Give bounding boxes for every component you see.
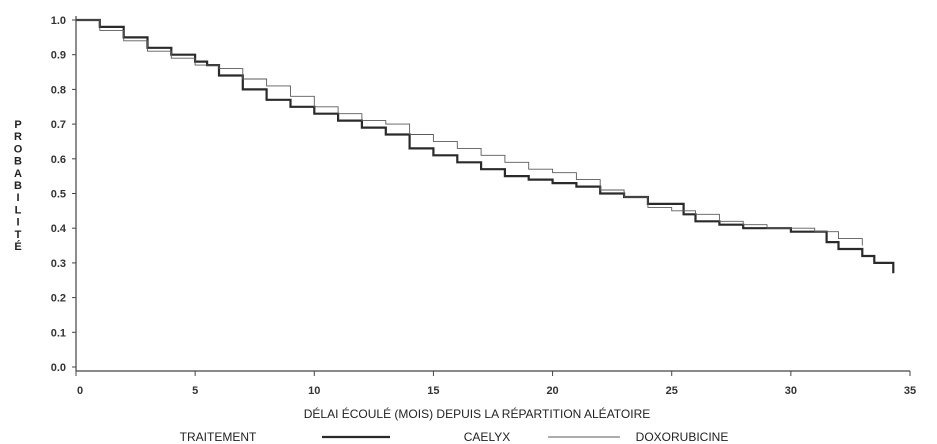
y-axis-label-letter: O — [14, 143, 23, 155]
x-axis-label: DÉLAI ÉCOULÉ (MOIS) DEPUIS LA RÉPARTITIO… — [304, 406, 651, 421]
x-tick-label: 5 — [192, 385, 198, 397]
y-axis-label-letter: L — [15, 204, 22, 216]
x-tick-label: 15 — [427, 385, 439, 397]
y-tick-label: 0.8 — [51, 84, 66, 96]
y-tick-label: 0.4 — [51, 223, 67, 235]
y-axis-label-letter: B — [14, 156, 22, 168]
y-axis-label-letter: R — [14, 131, 22, 143]
series-line-caelyx — [76, 18, 895, 274]
y-axis-label-letter: I — [16, 192, 19, 204]
series-line-doxorubicine — [76, 19, 863, 246]
legend-label-doxorubicine: DOXORUBICINE — [636, 430, 729, 444]
y-tick-label: 0.0 — [51, 362, 66, 374]
axes: 0.0 0.1 0.2 0.3 0.4 0.5 0.6 0.7 0.8 0.9 1.0 0 5 10 15 2… — [51, 15, 916, 397]
y-tick-label: 0.7 — [51, 119, 66, 131]
y-axis-label-letter: A — [14, 168, 22, 180]
y-axis-label-letter: P — [14, 119, 21, 131]
x-tick-label: 30 — [785, 385, 797, 397]
y-tick-label: 0.1 — [51, 327, 66, 339]
y-tick-label: 0.9 — [51, 50, 66, 62]
y-axis-label-letter: T — [15, 229, 22, 241]
legend-label-caelyx: CAELYX — [464, 430, 510, 444]
x-tick-label: 35 — [904, 385, 916, 397]
series-lines — [76, 18, 895, 274]
y-axis-label-letter: I — [16, 217, 19, 229]
x-tick-label: 25 — [666, 385, 678, 397]
x-tick-label: 0 — [77, 385, 83, 397]
x-tick-label: 20 — [546, 385, 558, 397]
y-tick-label: 1.0 — [51, 15, 66, 27]
legend: TRAITEMENT CAELYX DOXORUBICINE — [180, 430, 729, 444]
y-tick-label: 0.5 — [51, 189, 66, 201]
x-tick-label: 10 — [308, 385, 320, 397]
y-axis-label-letter: É — [14, 240, 21, 253]
y-tick-label: 0.2 — [51, 293, 66, 305]
y-tick-label: 0.6 — [51, 154, 66, 166]
legend-title: TRAITEMENT — [180, 430, 257, 444]
y-axis-label-letter: B — [14, 180, 22, 192]
y-tick-label: 0.3 — [51, 258, 66, 270]
